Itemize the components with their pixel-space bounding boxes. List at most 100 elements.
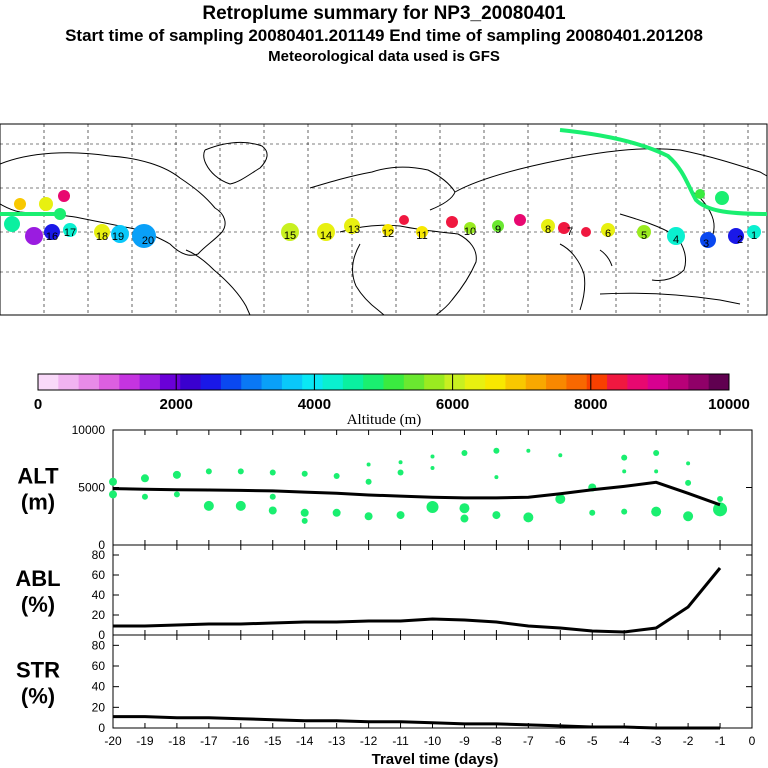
colorbar-swatch — [607, 374, 628, 390]
colorbar-tick-label: 2000 — [160, 396, 193, 413]
colorbar-swatch — [383, 374, 405, 390]
colorbar-swatch — [586, 374, 608, 390]
x-tick-label: -2 — [683, 734, 694, 748]
plume-dot — [281, 223, 299, 241]
altitude-point — [523, 512, 534, 523]
altitude-point — [398, 460, 403, 465]
altitude-point — [364, 512, 373, 521]
track-day-label: 13 — [348, 224, 360, 236]
altitude-point — [396, 511, 405, 520]
colorbar-swatch — [627, 374, 649, 390]
altitude-point — [717, 496, 724, 502]
x-tick-label: -8 — [491, 734, 502, 748]
plume-dot — [58, 190, 70, 202]
x-tick-label: -20 — [104, 734, 122, 748]
colorbar-swatch — [342, 374, 364, 390]
track-day-label: 5 — [641, 230, 647, 242]
plume-dot — [747, 225, 761, 239]
panel-frame — [112, 429, 753, 546]
panel-unit: (%) — [21, 592, 55, 617]
altitude-point — [332, 508, 341, 517]
altitude-point — [589, 509, 596, 516]
plume-dot — [637, 225, 651, 239]
altitude-point — [141, 493, 148, 500]
colorbar-label: Altitude (m) — [347, 412, 422, 428]
plume-dot — [558, 222, 570, 234]
track-day-label: 6 — [605, 228, 611, 240]
altitude-point — [683, 511, 694, 522]
plume-dot — [416, 226, 428, 238]
colorbar-swatch — [302, 374, 324, 390]
y-tick-label: 0 — [98, 538, 105, 552]
colorbar-swatch — [58, 374, 80, 390]
colorbar-frame — [37, 373, 730, 391]
panel-alt: 0 5000 10000 ALT(m) — [17, 423, 753, 552]
colorbar-swatch — [98, 374, 120, 390]
plume-dot — [700, 232, 716, 248]
altitude-point — [686, 461, 691, 466]
x-tick-label: 0 — [749, 734, 756, 748]
panel-frame — [112, 634, 753, 729]
colorbar-swatch — [464, 374, 486, 390]
x-tick-label: -17 — [200, 734, 218, 748]
altitude-point — [237, 468, 244, 475]
y-tick-label: 80 — [92, 638, 106, 652]
colorbar-swatch — [485, 374, 506, 390]
colorbar-swatch — [241, 374, 263, 390]
track-day-label: 20 — [142, 235, 154, 247]
plume-dot — [63, 223, 77, 237]
panel-label: ALT — [17, 464, 59, 489]
x-tick-label: -12 — [360, 734, 378, 748]
colorbar-swatch — [505, 374, 527, 390]
plume-dots: 20 19 18 17 16 15 14 13 12 11 10 9 8 7 6 5 4 3 2 1 — [4, 189, 761, 250]
plume-dot — [344, 218, 360, 234]
colorbar-swatch — [525, 374, 547, 390]
plume-dot — [25, 227, 43, 245]
colorbar-swatch — [180, 374, 202, 390]
y-tick-label: 20 — [92, 608, 106, 622]
altitude-point — [301, 517, 308, 524]
altitude-point — [621, 508, 628, 515]
altitude-point — [558, 453, 563, 458]
sampling-times: Start time of sampling 20080401.201149 E… — [65, 26, 703, 45]
altitude-point — [713, 502, 728, 517]
altitude-point — [526, 448, 531, 453]
map-frame — [0, 123, 768, 316]
y-tick-label: 10000 — [72, 423, 106, 437]
x-tick-label: -16 — [232, 734, 250, 748]
altitude-point — [461, 450, 468, 456]
altitude-point — [268, 506, 277, 515]
track-day-label: 10 — [464, 226, 476, 238]
track-day-label: 4 — [673, 234, 679, 246]
track-day-label: 19 — [112, 231, 124, 243]
altitude-point — [235, 500, 246, 511]
colorbar-swatch — [159, 374, 181, 390]
altitude-point — [493, 447, 500, 454]
altitude-point — [622, 469, 627, 474]
map-panel: 20 19 18 17 16 15 14 13 12 11 10 9 8 7 6 5 4 3 2 1 — [0, 123, 768, 316]
series-line — [113, 567, 722, 634]
colorbar-swatch — [444, 374, 466, 390]
altitude-point — [173, 491, 180, 498]
y-tick-label: 60 — [92, 659, 106, 673]
page-title: Retroplume summary for NP3_20080401 — [202, 3, 566, 24]
panel-frame — [112, 544, 753, 636]
track-day-label: 7 — [567, 226, 573, 238]
x-tick-label: -15 — [264, 734, 282, 748]
plume-dot — [492, 220, 504, 232]
track-day-label: 18 — [96, 231, 108, 243]
plume-dot — [728, 228, 744, 244]
track-day-label: 12 — [382, 228, 394, 240]
altitude-point — [205, 468, 212, 475]
colorbar-swatch — [261, 374, 283, 390]
plume-dot — [39, 197, 53, 211]
time-series-panels: 0500010000ALT(m)020406080ABL(%)020406080… — [15, 423, 755, 748]
y-tick-label: 20 — [92, 700, 106, 714]
altitude-point — [269, 493, 276, 500]
panel-unit: (m) — [21, 490, 55, 515]
colorbar-swatch — [78, 374, 100, 390]
plume-dot — [446, 216, 458, 228]
altitude-point — [366, 462, 371, 467]
y-tick-label: 40 — [92, 588, 106, 602]
